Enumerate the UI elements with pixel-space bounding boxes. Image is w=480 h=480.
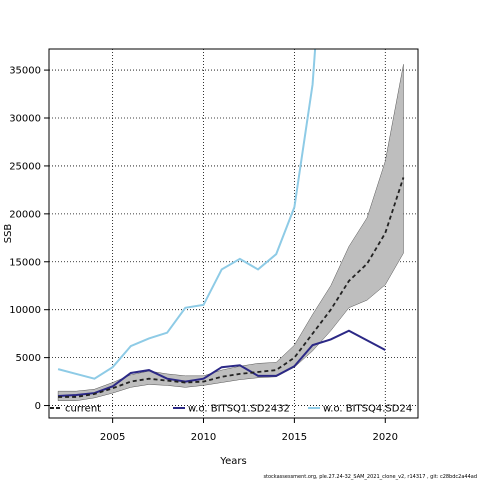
y-tick-label: 35000 bbox=[9, 66, 41, 77]
series-line-current bbox=[58, 177, 405, 398]
plot-frame bbox=[48, 48, 419, 419]
y-tick-label: 25000 bbox=[9, 161, 41, 172]
footer-text: stockassessment.org, ple.27.24-32_SAM_20… bbox=[263, 474, 477, 480]
legend: current w.o. BITSQ1.SD2432 w.o. BITSQ4.SD2… bbox=[50, 404, 412, 415]
x-tick-label: 2020 bbox=[373, 432, 398, 443]
y-axis-title: SSB bbox=[3, 224, 14, 244]
x-tick-label: 2005 bbox=[100, 432, 125, 443]
x-tick-label: 2010 bbox=[191, 432, 216, 443]
y-tick-label: 0 bbox=[35, 401, 41, 412]
y-tick-label: 10000 bbox=[9, 305, 41, 316]
series-line-wo-bitsq4 bbox=[57, 49, 317, 380]
x-tick-label: 2015 bbox=[282, 432, 307, 443]
axis-ticks: 2005 2010 2015 2020 0 5000 10000 15000 20000 2500… bbox=[9, 66, 398, 443]
series-lines bbox=[57, 49, 405, 398]
x-axis-title: Years bbox=[219, 456, 246, 467]
legend-label: w.o. BITSQ1.SD2432 bbox=[188, 404, 290, 415]
legend-label: current bbox=[65, 404, 101, 415]
confidence-band-area bbox=[57, 64, 404, 401]
y-tick-label: 5000 bbox=[16, 353, 41, 364]
y-tick-label: 20000 bbox=[9, 209, 41, 220]
confidence-band bbox=[57, 64, 404, 401]
y-tick-label: 15000 bbox=[9, 257, 41, 268]
y-tick-label: 30000 bbox=[9, 114, 41, 125]
series-line-wo-bitsq1 bbox=[58, 329, 386, 397]
legend-label: w.o. BITSQ4.SD24 bbox=[323, 404, 412, 415]
